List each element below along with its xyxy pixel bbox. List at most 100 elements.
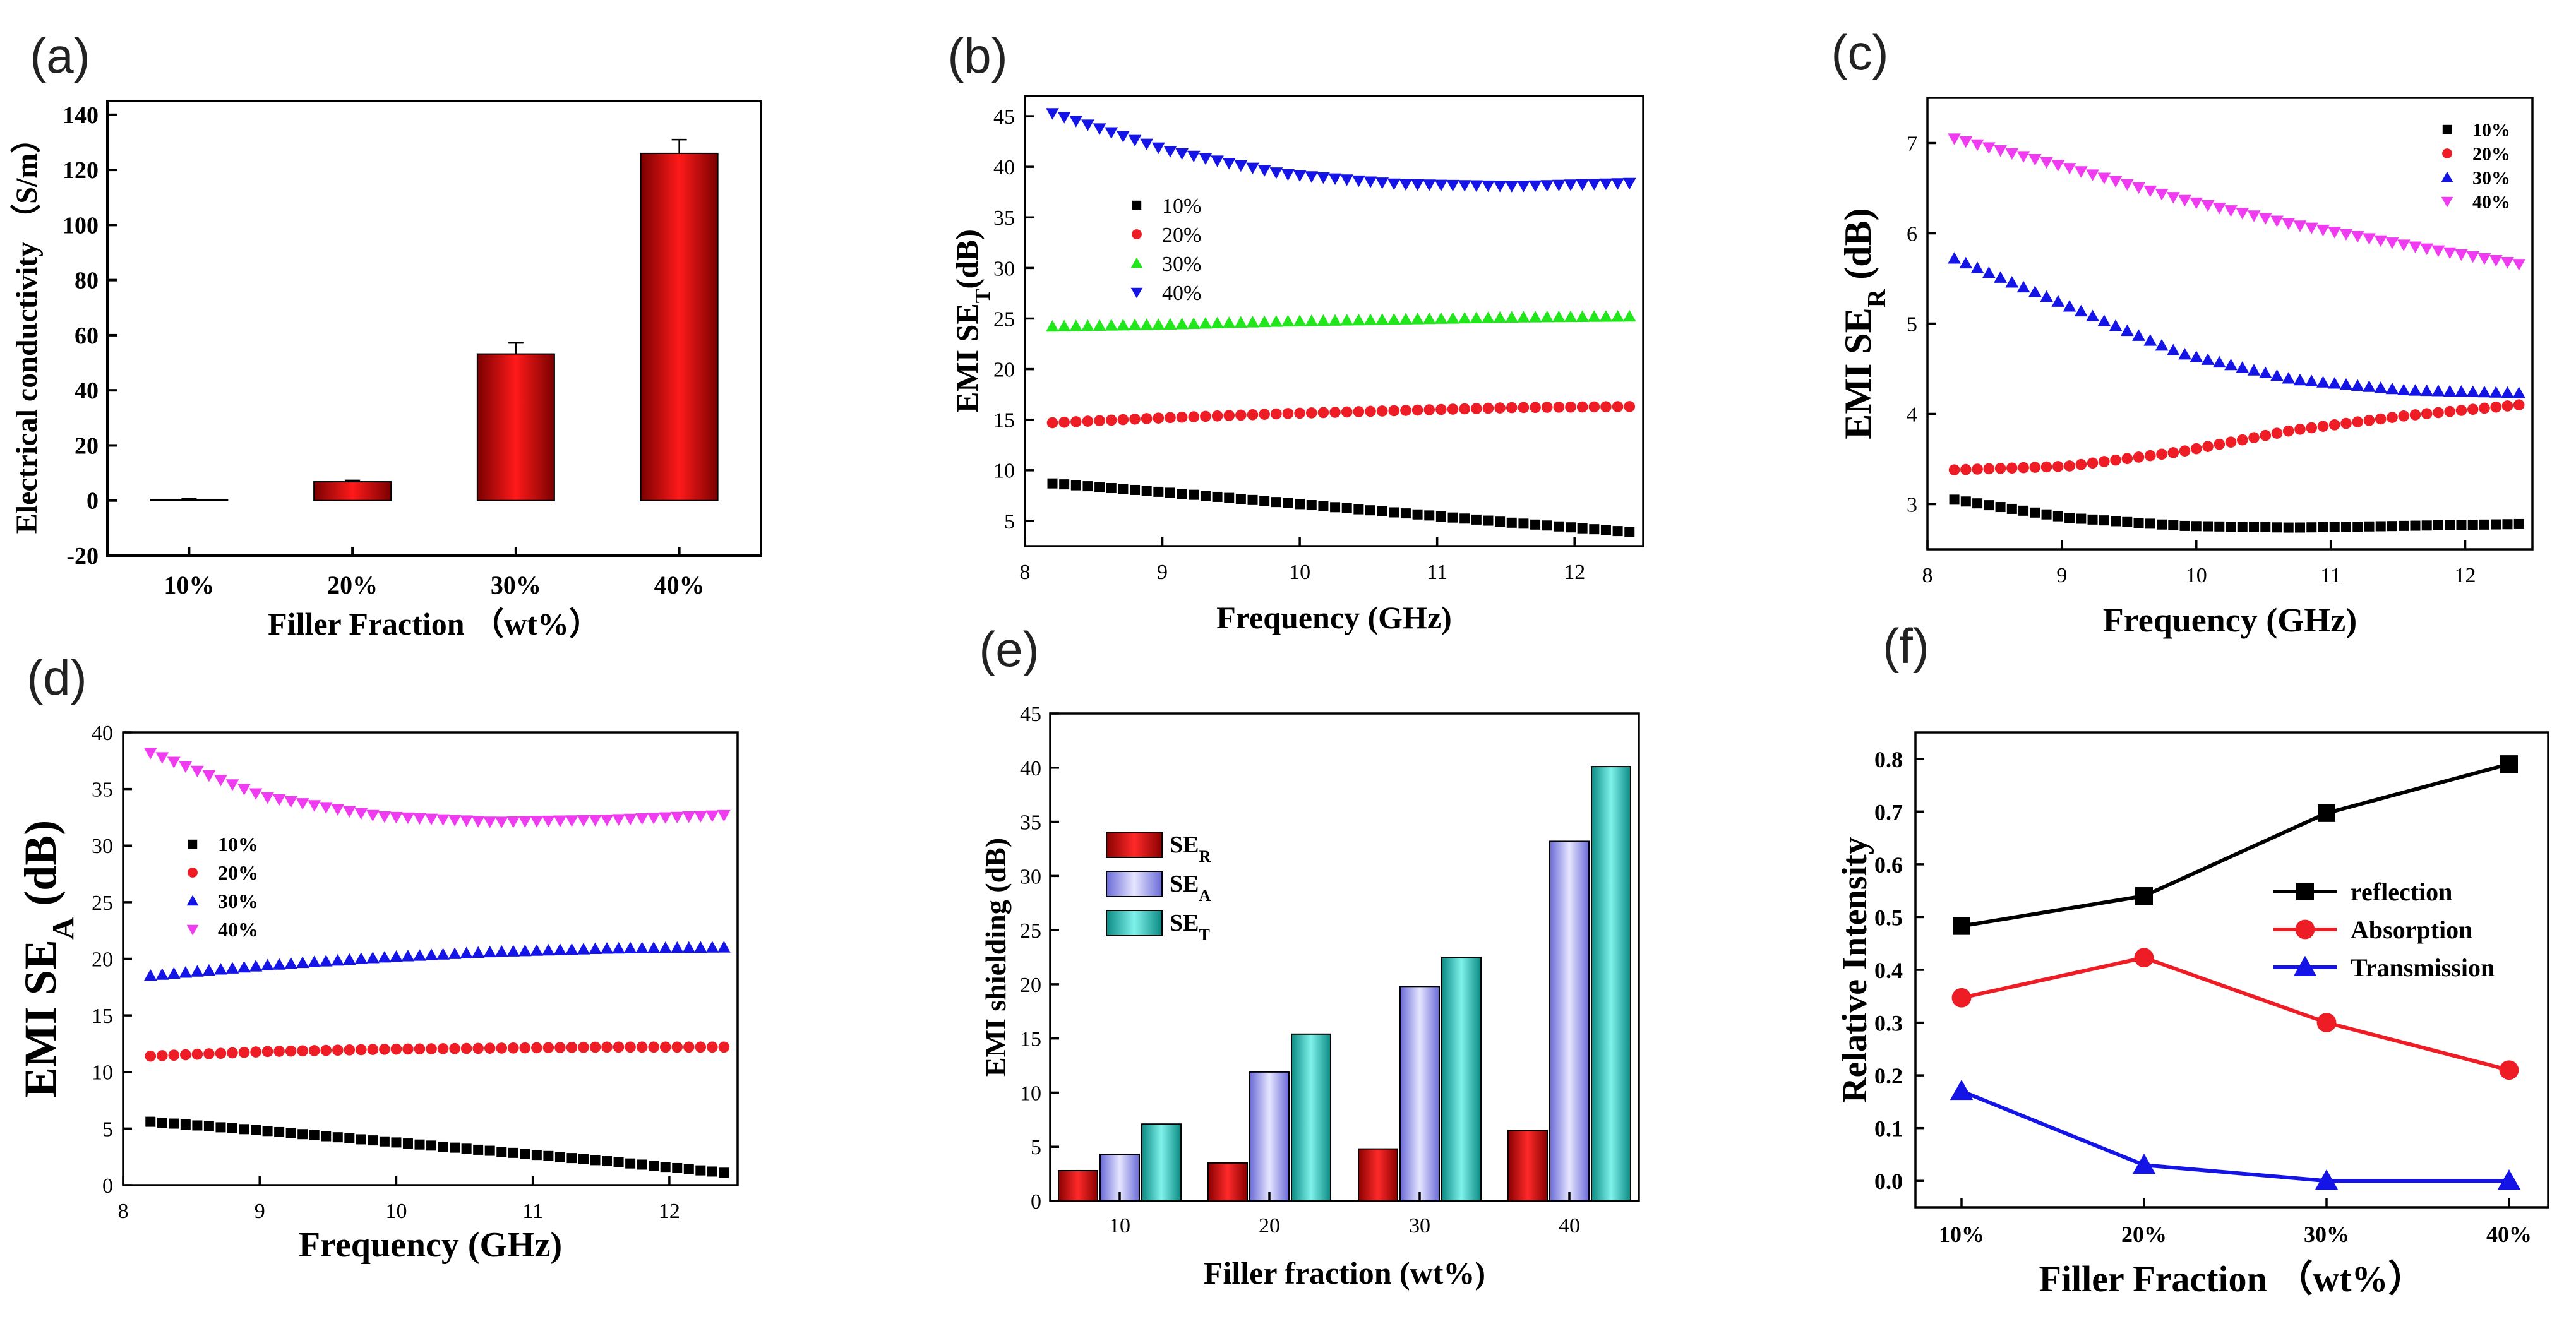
data-point bbox=[1389, 507, 1399, 518]
data-point bbox=[261, 1046, 273, 1058]
data-point bbox=[1387, 313, 1401, 325]
data-point bbox=[1411, 404, 1423, 416]
data-point bbox=[1972, 463, 1983, 475]
data-point bbox=[249, 788, 263, 800]
x-tick-label: 11 bbox=[2320, 564, 2341, 587]
data-point bbox=[2351, 230, 2364, 243]
data-point bbox=[1257, 315, 1271, 328]
data-point bbox=[2064, 460, 2075, 472]
data-point bbox=[1130, 484, 1141, 495]
data-point bbox=[1948, 133, 1961, 145]
y-tick-label: 0 bbox=[102, 1174, 113, 1198]
data-point bbox=[554, 1152, 565, 1162]
data-point bbox=[2201, 200, 2215, 212]
data-point bbox=[1587, 310, 1601, 322]
data-point bbox=[1564, 310, 1578, 323]
data-point bbox=[1553, 402, 1565, 413]
data-point bbox=[531, 1150, 542, 1161]
data-point bbox=[1505, 181, 1519, 193]
data-point bbox=[2272, 522, 2282, 533]
data-point bbox=[1982, 142, 1996, 154]
data-point bbox=[1317, 314, 1330, 326]
series-reflection bbox=[1953, 755, 2518, 935]
data-point bbox=[2387, 521, 2397, 532]
data-point bbox=[471, 816, 485, 828]
x-tick-label: 20 bbox=[1259, 1214, 1280, 1238]
data-point bbox=[1588, 401, 1600, 413]
data-point bbox=[1211, 316, 1224, 329]
panel-b: (b) 5 10 15 20 25 30 35 40 45 8 9 10 11 12 10% 20% 30% 40%… bbox=[947, 28, 1644, 635]
data-point bbox=[2006, 503, 2017, 514]
data-point bbox=[1388, 405, 1400, 417]
data-point bbox=[1305, 407, 1317, 419]
x-axis-label: Filler Fraction （wt%） bbox=[2039, 1258, 2424, 1299]
series-30pct bbox=[1948, 252, 2526, 398]
data-point bbox=[2224, 358, 2238, 371]
data-point bbox=[1224, 492, 1235, 503]
y-tick-label: 30 bbox=[1020, 865, 1041, 888]
data-point bbox=[2455, 385, 2468, 397]
data-point bbox=[2248, 432, 2260, 443]
data-point bbox=[2489, 254, 2503, 267]
data-point bbox=[2513, 399, 2525, 410]
data-point bbox=[648, 1041, 659, 1053]
data-point bbox=[2467, 520, 2478, 530]
x-tick-label: 8 bbox=[1922, 564, 1933, 587]
data-point bbox=[1434, 312, 1448, 324]
data-point bbox=[1305, 314, 1319, 326]
data-point bbox=[1363, 313, 1377, 325]
x-tick-label: 10 bbox=[1109, 1214, 1130, 1238]
bar-SER bbox=[1207, 1162, 1248, 1202]
data-point bbox=[1459, 513, 1470, 524]
data-point bbox=[506, 816, 520, 828]
data-point bbox=[2236, 361, 2250, 373]
data-point bbox=[2270, 369, 2284, 381]
legend-label: 20% bbox=[2472, 144, 2510, 165]
y-tick-label: 20 bbox=[993, 359, 1015, 382]
data-point bbox=[203, 1121, 214, 1131]
data-point bbox=[437, 1043, 449, 1054]
data-point bbox=[1506, 402, 1518, 414]
data-point bbox=[1970, 139, 1984, 152]
data-point bbox=[2005, 276, 2019, 288]
data-point bbox=[2351, 379, 2364, 391]
data-point bbox=[2479, 402, 2490, 414]
data-point bbox=[2477, 253, 2491, 265]
data-point bbox=[2166, 192, 2180, 204]
data-point bbox=[2132, 329, 2145, 341]
data-point bbox=[577, 815, 590, 827]
data-point bbox=[413, 949, 426, 961]
data-point bbox=[1948, 252, 1961, 264]
plot-frame bbox=[1926, 97, 2534, 551]
x-tick-label: 11 bbox=[522, 1200, 543, 1223]
panel-label: (b) bbox=[947, 28, 1007, 83]
data-point bbox=[2467, 403, 2479, 415]
data-point bbox=[332, 1044, 344, 1056]
data-point bbox=[2064, 513, 2075, 523]
data-point bbox=[1341, 503, 1352, 513]
y-tick-label: 140 bbox=[63, 102, 99, 129]
legend-marker bbox=[2293, 955, 2317, 976]
data-point bbox=[1446, 312, 1459, 324]
data-point bbox=[683, 1164, 694, 1174]
data-point bbox=[2410, 520, 2421, 531]
x-axis-label: Frequency (GHz) bbox=[2103, 601, 2357, 639]
data-point bbox=[2190, 443, 2202, 455]
data-point bbox=[2491, 519, 2501, 530]
x-axis-label: Filler fraction (wt%) bbox=[1204, 1255, 1485, 1291]
data-point bbox=[169, 1118, 179, 1129]
data-point bbox=[2316, 224, 2330, 237]
data-point bbox=[2304, 222, 2318, 234]
data-point bbox=[2212, 355, 2226, 368]
data-point bbox=[1565, 401, 1576, 413]
y-tick-label: 35 bbox=[1020, 811, 1041, 835]
data-point bbox=[261, 958, 274, 970]
data-point bbox=[1470, 180, 1483, 192]
legend-marker bbox=[2296, 883, 2314, 900]
panel-d: (d) 0 5 10 15 20 25 30 35 40 8 9 10 11 12 10% 20% 30% 40% F… bbox=[15, 650, 739, 1265]
data-point bbox=[590, 1155, 601, 1166]
data-point bbox=[2340, 417, 2352, 429]
data-point bbox=[1411, 179, 1424, 191]
data-point bbox=[460, 946, 474, 958]
